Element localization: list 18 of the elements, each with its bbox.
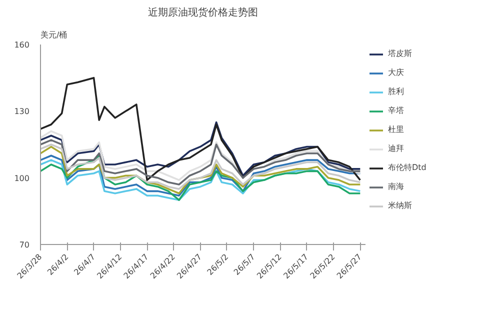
line-series [40,76,362,181]
legend-label: 南海 [388,181,405,192]
y-tick-label: 130 [14,107,30,116]
legend-label: 布伦特Dtd [388,162,426,173]
legend-label: 大庆 [388,67,405,78]
legend-label: 迪拜 [388,143,405,154]
line-series [40,130,362,181]
legend-label: 米纳斯 [388,200,412,211]
y-tick-label: 160 [14,40,30,50]
y-tick-label: 100 [14,174,30,183]
chart-title: 近期原油现货价格走势图 [148,6,258,18]
legend-label: 杜里 [388,124,405,135]
y-tick-label: 70 [19,240,30,250]
line-series [40,121,362,177]
legend-label: 胜利 [388,86,405,97]
legend-label: 塔皮斯 [388,48,412,59]
legend-label: 辛塔 [388,105,405,116]
y-axis-title: 美元/桶 [40,30,68,40]
